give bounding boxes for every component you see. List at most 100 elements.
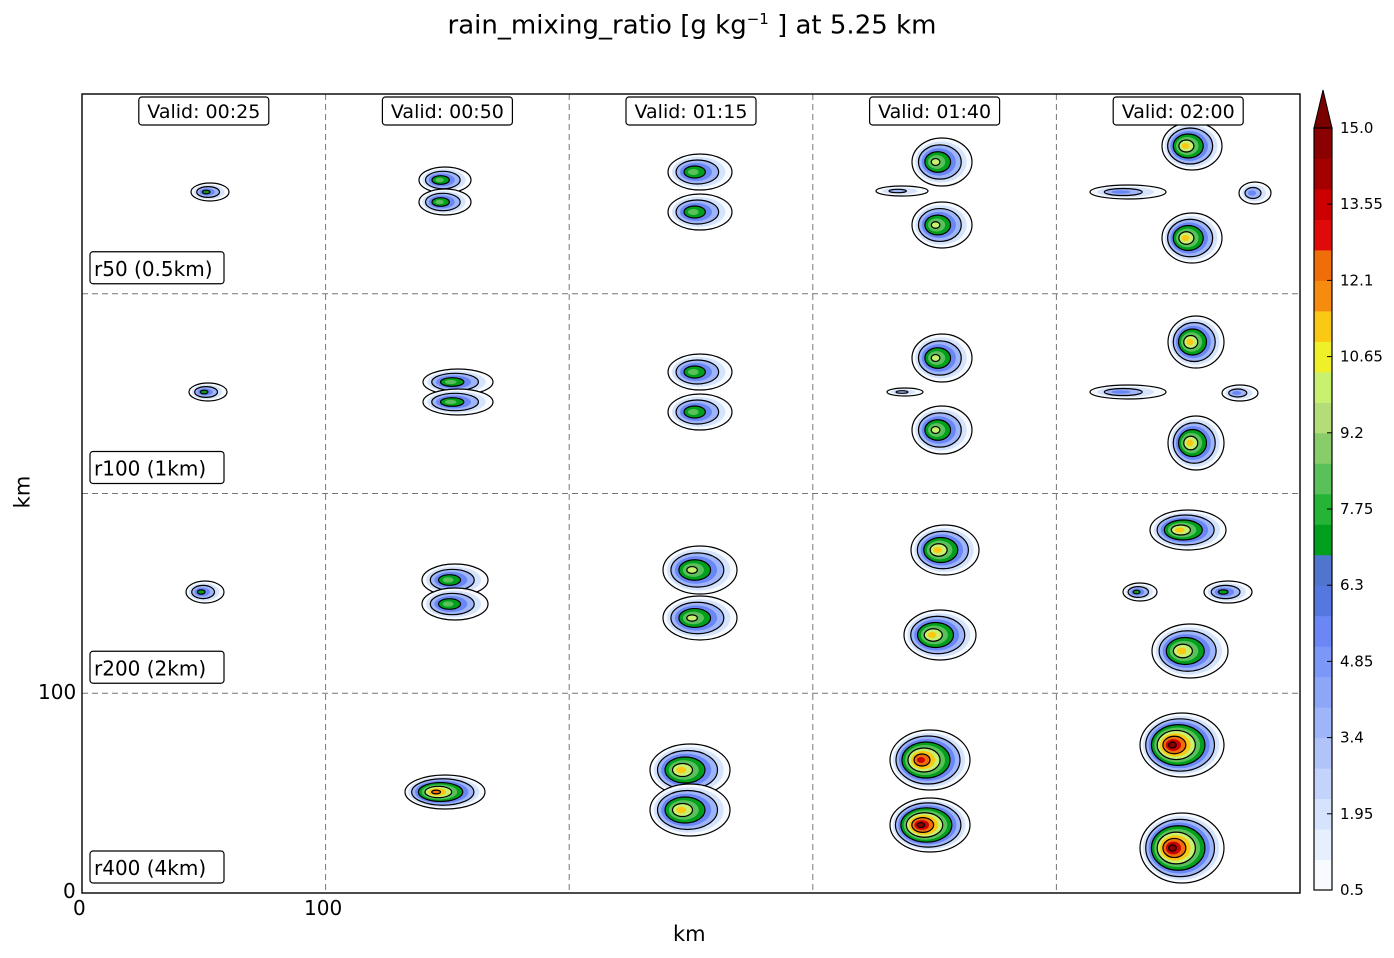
contour-r1-c2-l5 bbox=[688, 409, 699, 415]
contour-r1-c4-l3 bbox=[1111, 390, 1131, 394]
colorbar-tick-label-10: 15.0 bbox=[1340, 119, 1373, 137]
colorbar-segment-14 bbox=[1314, 432, 1332, 464]
contour-r2-c2-l6 bbox=[686, 565, 698, 575]
contour-r0-c1-l5 bbox=[435, 199, 444, 205]
contour-r1-c3-l2 bbox=[895, 390, 909, 394]
colorbar-segment-22 bbox=[1314, 188, 1332, 220]
contour-r0-c4-l3 bbox=[1248, 190, 1256, 196]
contour-r2-c2-l6 bbox=[686, 614, 698, 622]
colorbar-segment-19 bbox=[1314, 280, 1332, 312]
row-label-box bbox=[89, 450, 225, 485]
column-header-2: Valid: 01:15 bbox=[635, 101, 748, 123]
colorbar-tick-label-6: 9.2 bbox=[1340, 424, 1364, 442]
colorbar-tick-label-1: 1.95 bbox=[1340, 805, 1373, 823]
colorbar-segment-10 bbox=[1314, 554, 1332, 586]
colorbar-tick-label-9: 13.55 bbox=[1340, 195, 1383, 213]
contour-r1-c2-l5 bbox=[688, 369, 699, 375]
colorbar-segment-20 bbox=[1314, 249, 1332, 281]
colorbar-segment-2 bbox=[1314, 798, 1332, 830]
contour-r2-c4-l7 bbox=[1174, 527, 1185, 533]
contour-r2-c1-l5 bbox=[442, 601, 454, 607]
contour-r1-c3-l6 bbox=[930, 425, 941, 435]
contour-r3-c2-l7 bbox=[676, 766, 687, 774]
colorbar-segment-16 bbox=[1314, 371, 1332, 403]
row-label-box bbox=[89, 251, 225, 285]
column-header-3: Valid: 01:40 bbox=[878, 101, 991, 123]
colorbar-tick-label-4: 6.3 bbox=[1340, 576, 1364, 594]
contour-r1-c0-l4 bbox=[199, 389, 209, 395]
contour-r0-c4-l7 bbox=[1181, 234, 1190, 242]
contour-r1-c1-l5 bbox=[444, 399, 457, 405]
contour-r2-c4-l7 bbox=[1176, 647, 1187, 655]
contour-r0-c3-l6 bbox=[930, 221, 941, 229]
colorbar-segment-7 bbox=[1314, 646, 1332, 678]
colorbar-segment-8 bbox=[1314, 615, 1332, 647]
colorbar-segment-24 bbox=[1314, 128, 1332, 159]
colorbar-segment-1 bbox=[1314, 829, 1332, 861]
colorbar-tick-label-0: 0.5 bbox=[1340, 881, 1364, 899]
contour-r3-c1-l8 bbox=[431, 789, 442, 795]
column-header-box bbox=[1112, 96, 1244, 126]
y-tick-100: 100 bbox=[38, 680, 77, 704]
contour-r0-c4-l7 bbox=[1181, 143, 1190, 149]
contour-r3-c4-l10 bbox=[1168, 741, 1177, 749]
contour-r2-c4-l4 bbox=[1217, 589, 1229, 595]
colorbar-segment-15 bbox=[1314, 402, 1332, 434]
colorbar-tick-label-5: 7.75 bbox=[1340, 500, 1373, 518]
contour-r1-c4-l3 bbox=[1232, 391, 1242, 395]
row-label-0: r50 (0.5km) bbox=[94, 257, 213, 281]
colorbar-segment-13 bbox=[1314, 463, 1332, 495]
contour-r1-c1-l5 bbox=[444, 379, 457, 385]
colorbar-segment-11 bbox=[1314, 524, 1332, 556]
colorbar-segment-23 bbox=[1314, 158, 1332, 190]
colorbar-segment-9 bbox=[1314, 585, 1332, 617]
colorbar-tick-label-8: 12.1 bbox=[1340, 271, 1373, 289]
colorbar-tick-label-7: 10.65 bbox=[1340, 348, 1383, 366]
colorbar-tick-label-2: 3.4 bbox=[1340, 729, 1364, 747]
contour-r3-c4-l10 bbox=[1168, 844, 1177, 852]
colorbar-segment-17 bbox=[1314, 341, 1332, 373]
colorbar-segment-4 bbox=[1314, 737, 1332, 769]
contour-r1-c4-l7 bbox=[1186, 338, 1194, 346]
column-header-1: Valid: 00:50 bbox=[391, 101, 504, 123]
contour-r3-c3-l10 bbox=[916, 821, 926, 829]
contour-r0-c3-l6 bbox=[930, 157, 941, 167]
contour-r2-c3-l7 bbox=[933, 546, 942, 554]
contour-r3-c2-l7 bbox=[676, 806, 687, 814]
contour-r0-c2-l5 bbox=[688, 169, 699, 175]
contour-r0-c1-l5 bbox=[435, 177, 444, 183]
contour-r2-c3-l7 bbox=[927, 631, 937, 639]
colorbar-segment-18 bbox=[1314, 310, 1332, 342]
row-label-2: r200 (2km) bbox=[94, 656, 206, 680]
colorbar-segment-6 bbox=[1314, 676, 1332, 708]
column-header-0: Valid: 00:25 bbox=[147, 101, 260, 123]
x-tick-100: 100 bbox=[304, 896, 343, 920]
colorbar-segment-0 bbox=[1314, 859, 1332, 891]
y-tick-0: 0 bbox=[63, 879, 76, 903]
x-axis-label: km bbox=[673, 922, 706, 946]
plot-frame bbox=[81, 93, 1301, 894]
colorbar-tick-label-3: 4.85 bbox=[1340, 652, 1373, 670]
column-header-box bbox=[381, 96, 513, 126]
contour-r1-c4-l7 bbox=[1186, 439, 1194, 447]
column-header-box bbox=[138, 96, 270, 126]
contour-r2-c0-l4 bbox=[196, 589, 206, 595]
contour-r2-c4-l4 bbox=[1132, 589, 1141, 595]
contour-r0-c0-l4 bbox=[201, 189, 211, 195]
colorbar-segment-21 bbox=[1314, 219, 1332, 251]
colorbar-segment-5 bbox=[1314, 707, 1332, 739]
column-header-box bbox=[868, 96, 1001, 126]
row-label-box bbox=[89, 650, 225, 684]
x-tick-0: 0 bbox=[73, 896, 86, 920]
row-label-1: r100 (1km) bbox=[94, 457, 206, 481]
colorbar-segment-3 bbox=[1314, 768, 1332, 800]
contour-r3-c3-l9 bbox=[917, 757, 925, 763]
row-label-box bbox=[89, 850, 225, 884]
y-axis-label: km bbox=[10, 475, 35, 509]
colorbar-extend-arrow bbox=[1313, 89, 1333, 129]
chart-title: rain_mixing_ratio [g kg−1 ] at 5.25 km bbox=[447, 10, 937, 41]
contour-r0-c3-l2 bbox=[888, 188, 907, 194]
column-header-4: Valid: 02:00 bbox=[1122, 101, 1235, 123]
column-header-box bbox=[625, 96, 757, 126]
